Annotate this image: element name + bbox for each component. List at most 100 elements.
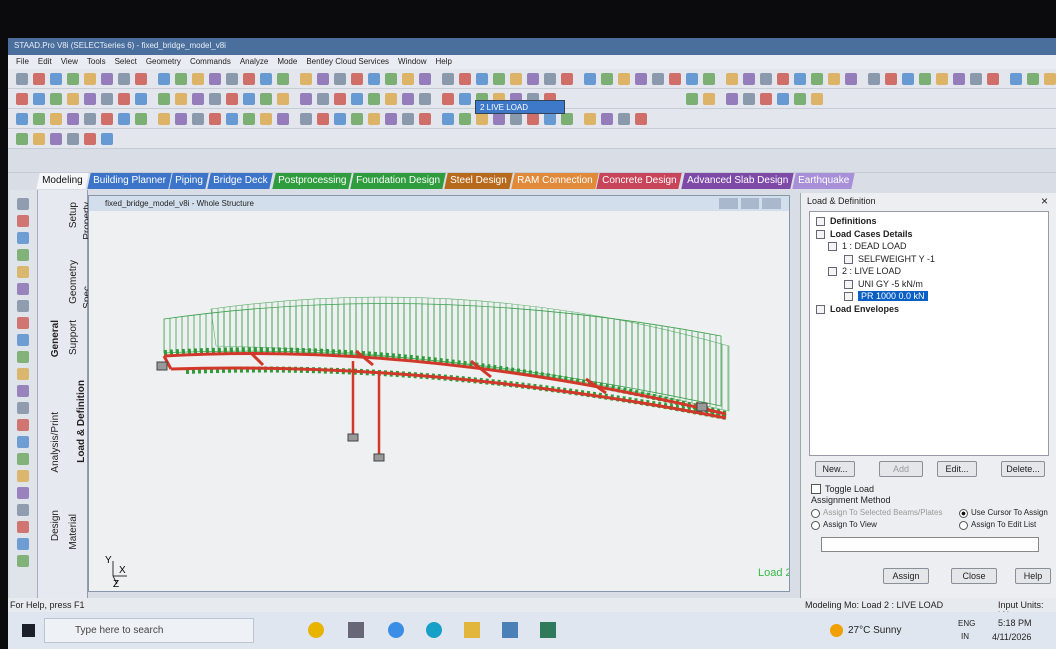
close[interactable] xyxy=(762,198,781,209)
tree-label[interactable]: SELFWEIGHT Y -1 xyxy=(858,254,935,264)
taskbar-icon[interactable] xyxy=(308,622,324,638)
toolbar-icon[interactable] xyxy=(885,73,897,85)
tree-item[interactable] xyxy=(816,217,825,226)
side-icon[interactable] xyxy=(17,368,29,380)
side-icon[interactable] xyxy=(17,198,29,210)
tree-label[interactable]: PR 1000 0.0 kN xyxy=(858,291,928,301)
toolbar-icon[interactable] xyxy=(703,93,715,105)
toolbar-icon[interactable] xyxy=(544,113,556,125)
toolbar-icon[interactable] xyxy=(16,93,28,105)
toolbar-icon[interactable] xyxy=(1010,73,1022,85)
toolbar-icon[interactable] xyxy=(334,93,346,105)
toolbar-icon[interactable] xyxy=(175,113,187,125)
toolbar-icon[interactable] xyxy=(317,113,329,125)
toolbar-icon[interactable] xyxy=(101,133,113,145)
toolbar-icon[interactable] xyxy=(317,73,329,85)
toolbar-icon[interactable] xyxy=(902,73,914,85)
toolbar-icon[interactable] xyxy=(459,73,471,85)
toolbar-icon[interactable] xyxy=(67,133,79,145)
toolbar-icon[interactable] xyxy=(33,133,45,145)
side-tab[interactable]: Geometry xyxy=(68,260,79,304)
side-icon[interactable] xyxy=(17,232,29,244)
toolbar-icon[interactable] xyxy=(419,73,431,85)
menu-item[interactable]: Commands xyxy=(190,57,231,67)
toolbar-icon[interactable] xyxy=(953,73,965,85)
toolbar-icon[interactable] xyxy=(652,73,664,85)
toolbar-icon[interactable] xyxy=(209,113,221,125)
search-box[interactable]: Type here to search xyxy=(44,618,254,643)
toolbar-icon[interactable] xyxy=(726,73,738,85)
toolbar-icon[interactable] xyxy=(84,93,96,105)
menu-item[interactable]: File xyxy=(16,57,29,67)
toolbar-icon[interactable] xyxy=(226,113,238,125)
toolbar-icon[interactable] xyxy=(385,93,397,105)
toolbar-icon[interactable] xyxy=(493,113,505,125)
menu-item[interactable]: Geometry xyxy=(146,57,181,67)
toolbar-icon[interactable] xyxy=(794,93,806,105)
toolbar-icon[interactable] xyxy=(135,73,147,85)
minimize[interactable] xyxy=(719,198,738,209)
toolbar-icon[interactable] xyxy=(584,73,596,85)
toolbar-icon[interactable] xyxy=(686,73,698,85)
toolbar-icon[interactable] xyxy=(618,73,630,85)
button[interactable]: Assign xyxy=(883,568,929,584)
toolbar-icon[interactable] xyxy=(192,73,204,85)
tree-item[interactable] xyxy=(844,292,853,301)
toolbar-icon[interactable] xyxy=(419,113,431,125)
toolbar-icon[interactable] xyxy=(743,73,755,85)
toolbar-icon[interactable] xyxy=(760,73,772,85)
edit-list-input[interactable] xyxy=(821,537,1039,552)
toolbar-icon[interactable] xyxy=(158,113,170,125)
workflow-tab[interactable]: Advanced Slab Design xyxy=(681,173,794,189)
side-icon[interactable] xyxy=(17,385,29,397)
taskbar-icon[interactable] xyxy=(502,622,518,638)
workflow-tab[interactable]: Modeling xyxy=(36,173,88,189)
toolbar-icon[interactable] xyxy=(845,73,857,85)
side-icon[interactable] xyxy=(17,453,29,465)
workflow-tab[interactable]: Bridge Deck xyxy=(208,173,274,189)
taskbar-icon[interactable] xyxy=(464,622,480,638)
toolbar-icon[interactable] xyxy=(351,113,363,125)
toolbar-icon[interactable] xyxy=(459,93,471,105)
toolbar-icon[interactable] xyxy=(442,73,454,85)
side-icon[interactable] xyxy=(17,334,29,346)
toolbar-icon[interactable] xyxy=(50,133,62,145)
toolbar-icon[interactable] xyxy=(777,73,789,85)
menu-item[interactable]: View xyxy=(61,57,78,67)
radio[interactable] xyxy=(959,521,968,530)
radio[interactable] xyxy=(811,509,820,518)
side-icon[interactable] xyxy=(17,249,29,261)
side-tab[interactable]: Analysis/Print xyxy=(50,412,61,473)
tree-item[interactable] xyxy=(844,280,853,289)
toolbar-icon[interactable] xyxy=(368,93,380,105)
toolbar-icon[interactable] xyxy=(544,73,556,85)
toolbar-icon[interactable] xyxy=(277,93,289,105)
tree-label[interactable]: UNI GY -5 kN/m xyxy=(858,279,923,289)
toolbar-icon[interactable] xyxy=(811,93,823,105)
side-icon[interactable] xyxy=(17,283,29,295)
toolbar-icon[interactable] xyxy=(209,73,221,85)
toolbar-icon[interactable] xyxy=(277,113,289,125)
side-icon[interactable] xyxy=(17,538,29,550)
toolbar-icon[interactable] xyxy=(476,73,488,85)
workflow-tab[interactable]: RAM Connection xyxy=(511,173,598,189)
menu-item[interactable]: Edit xyxy=(38,57,52,67)
toolbar-icon[interactable] xyxy=(561,73,573,85)
side-tab[interactable]: Load & Definition xyxy=(76,380,87,463)
toolbar-icon[interactable] xyxy=(777,93,789,105)
toolbar-icon[interactable] xyxy=(493,73,505,85)
workflow-tab[interactable]: Foundation Design xyxy=(350,173,445,189)
toolbar-icon[interactable] xyxy=(158,73,170,85)
toolbar-icon[interactable] xyxy=(118,73,130,85)
tree-item[interactable] xyxy=(828,267,837,276)
toolbar-icon[interactable] xyxy=(760,93,772,105)
toolbar-icon[interactable] xyxy=(987,73,999,85)
button[interactable]: Close xyxy=(951,568,997,584)
menu-item[interactable]: Window xyxy=(398,57,426,67)
toolbar-icon[interactable] xyxy=(243,73,255,85)
side-icon[interactable] xyxy=(17,555,29,567)
toolbar-icon[interactable] xyxy=(743,93,755,105)
toolbar-icon[interactable] xyxy=(260,113,272,125)
button[interactable]: Add xyxy=(879,461,923,477)
side-icon[interactable] xyxy=(17,504,29,516)
